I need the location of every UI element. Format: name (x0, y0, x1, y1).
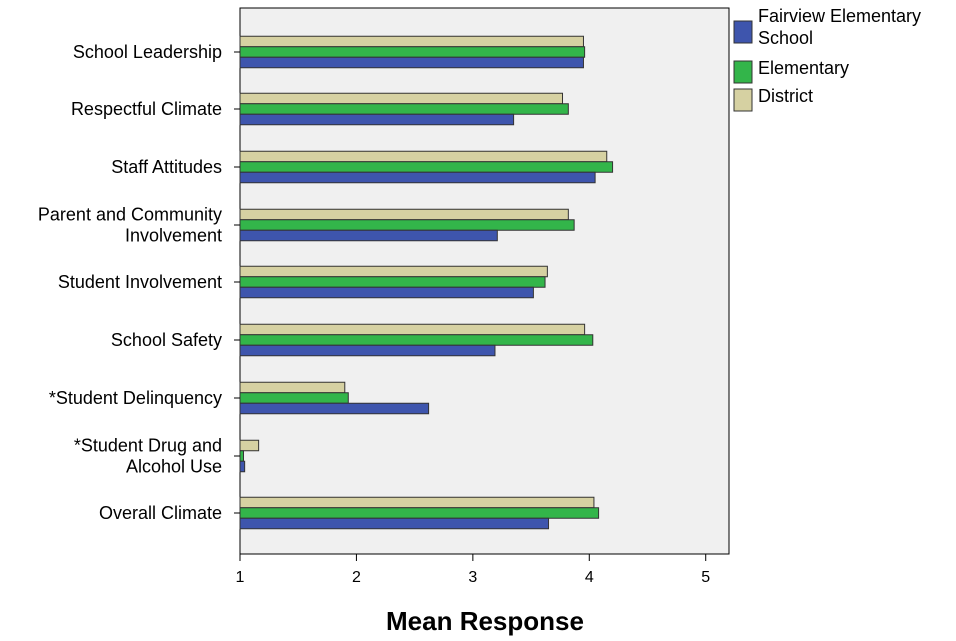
bar-student-drug-and-alcohol-use-elementary (239, 450, 244, 462)
category-label-parent-and-community-involvement: Parent and Community Involvement (38, 205, 222, 246)
category-label-staff-attitudes: Staff Attitudes (111, 157, 222, 177)
legend-label-district: District (758, 86, 813, 106)
category-label-line: Involvement (125, 226, 222, 246)
legend-swatch-fairview-elementary-school (733, 20, 753, 44)
legend-swatch-elementary (733, 60, 753, 84)
bar-overall-climate-district (239, 496, 595, 509)
bar-respectful-climate-fairview-elementary-school (239, 113, 515, 126)
category-label-line: *Student Drug and (74, 436, 222, 456)
x-axis: 1 2 3 4 5 (236, 554, 710, 586)
bar-overall-climate-fairview-elementary-school (239, 517, 550, 530)
x-tick-label-3: 3 (468, 569, 477, 586)
category-label-line: Parent and Community (38, 205, 222, 225)
category-label-school-leadership: School Leadership (73, 42, 222, 62)
bar-student-delinquency-fairview-elementary-school (239, 402, 430, 415)
bar-staff-attitudes-elementary (239, 161, 614, 173)
legend-label-line: District (758, 86, 813, 106)
bar-student-drug-and-alcohol-use-district (239, 439, 260, 452)
category-label-overall-climate: Overall Climate (99, 503, 222, 523)
legend-label-line: Fairview Elementary (758, 6, 921, 26)
bar-school-safety-elementary (239, 334, 594, 346)
x-tick-label-1: 1 (236, 569, 245, 586)
x-tick-label-4: 4 (585, 569, 594, 586)
category-label-line: Alcohol Use (126, 457, 222, 477)
category-label-line: Student Involvement (58, 272, 222, 292)
category-label-student-involvement: Student Involvement (58, 272, 222, 292)
category-label-line: School Safety (111, 330, 222, 350)
x-tick-label-5: 5 (701, 569, 710, 586)
bar-school-leadership-elementary (239, 46, 586, 58)
category-label-student-drug-and-alcohol-use: *Student Drug and Alcohol Use (74, 436, 222, 477)
category-label-school-safety: School Safety (111, 330, 222, 350)
bar-student-delinquency-district (239, 381, 346, 394)
category-label-line: Staff Attitudes (111, 157, 222, 177)
bar-parent-and-community-involvement-elementary (239, 219, 575, 231)
bar-staff-attitudes-district (239, 150, 608, 163)
legend-label-line: Elementary (758, 58, 849, 78)
bar-parent-and-community-involvement-district (239, 208, 569, 221)
bar-school-leadership-district (239, 35, 584, 48)
bar-staff-attitudes-fairview-elementary-school (239, 171, 596, 184)
bar-school-leadership-fairview-elementary-school (239, 56, 584, 69)
bar-student-delinquency-elementary (239, 392, 349, 404)
bar-school-safety-fairview-elementary-school (239, 344, 496, 357)
category-label-line: *Student Delinquency (49, 388, 222, 408)
legend-label-line: School (758, 28, 813, 48)
legend-swatch-district (733, 88, 753, 112)
category-label-respectful-climate: Respectful Climate (71, 99, 222, 119)
legend-label-elementary: Elementary (758, 58, 849, 78)
legend: Fairview Elementary School Elementary Distr… (733, 6, 921, 112)
bar-student-drug-and-alcohol-use-fairview-elementary-school (239, 460, 246, 473)
category-label-line: Respectful Climate (71, 99, 222, 119)
bar-school-safety-district (239, 323, 586, 336)
y-axis: School Leadership Respectful Climate Staff… (38, 42, 240, 523)
category-label-line: School Leadership (73, 42, 222, 62)
bar-student-involvement-district (239, 265, 548, 278)
bars-group (239, 35, 614, 530)
category-label-line: Overall Climate (99, 503, 222, 523)
bar-student-involvement-fairview-elementary-school (239, 286, 534, 299)
bar-overall-climate-elementary (239, 507, 600, 519)
bar-respectful-climate-elementary (239, 103, 569, 115)
x-tick-label-2: 2 (352, 569, 361, 586)
category-label-student-delinquency: *Student Delinquency (49, 388, 222, 408)
bar-student-involvement-elementary (239, 276, 546, 288)
x-axis-title: Mean Response (386, 606, 584, 636)
bar-parent-and-community-involvement-fairview-elementary-school (239, 229, 498, 242)
legend-label-fairview-elementary-school: Fairview Elementary School (758, 6, 921, 48)
bar-respectful-climate-district (239, 92, 564, 105)
